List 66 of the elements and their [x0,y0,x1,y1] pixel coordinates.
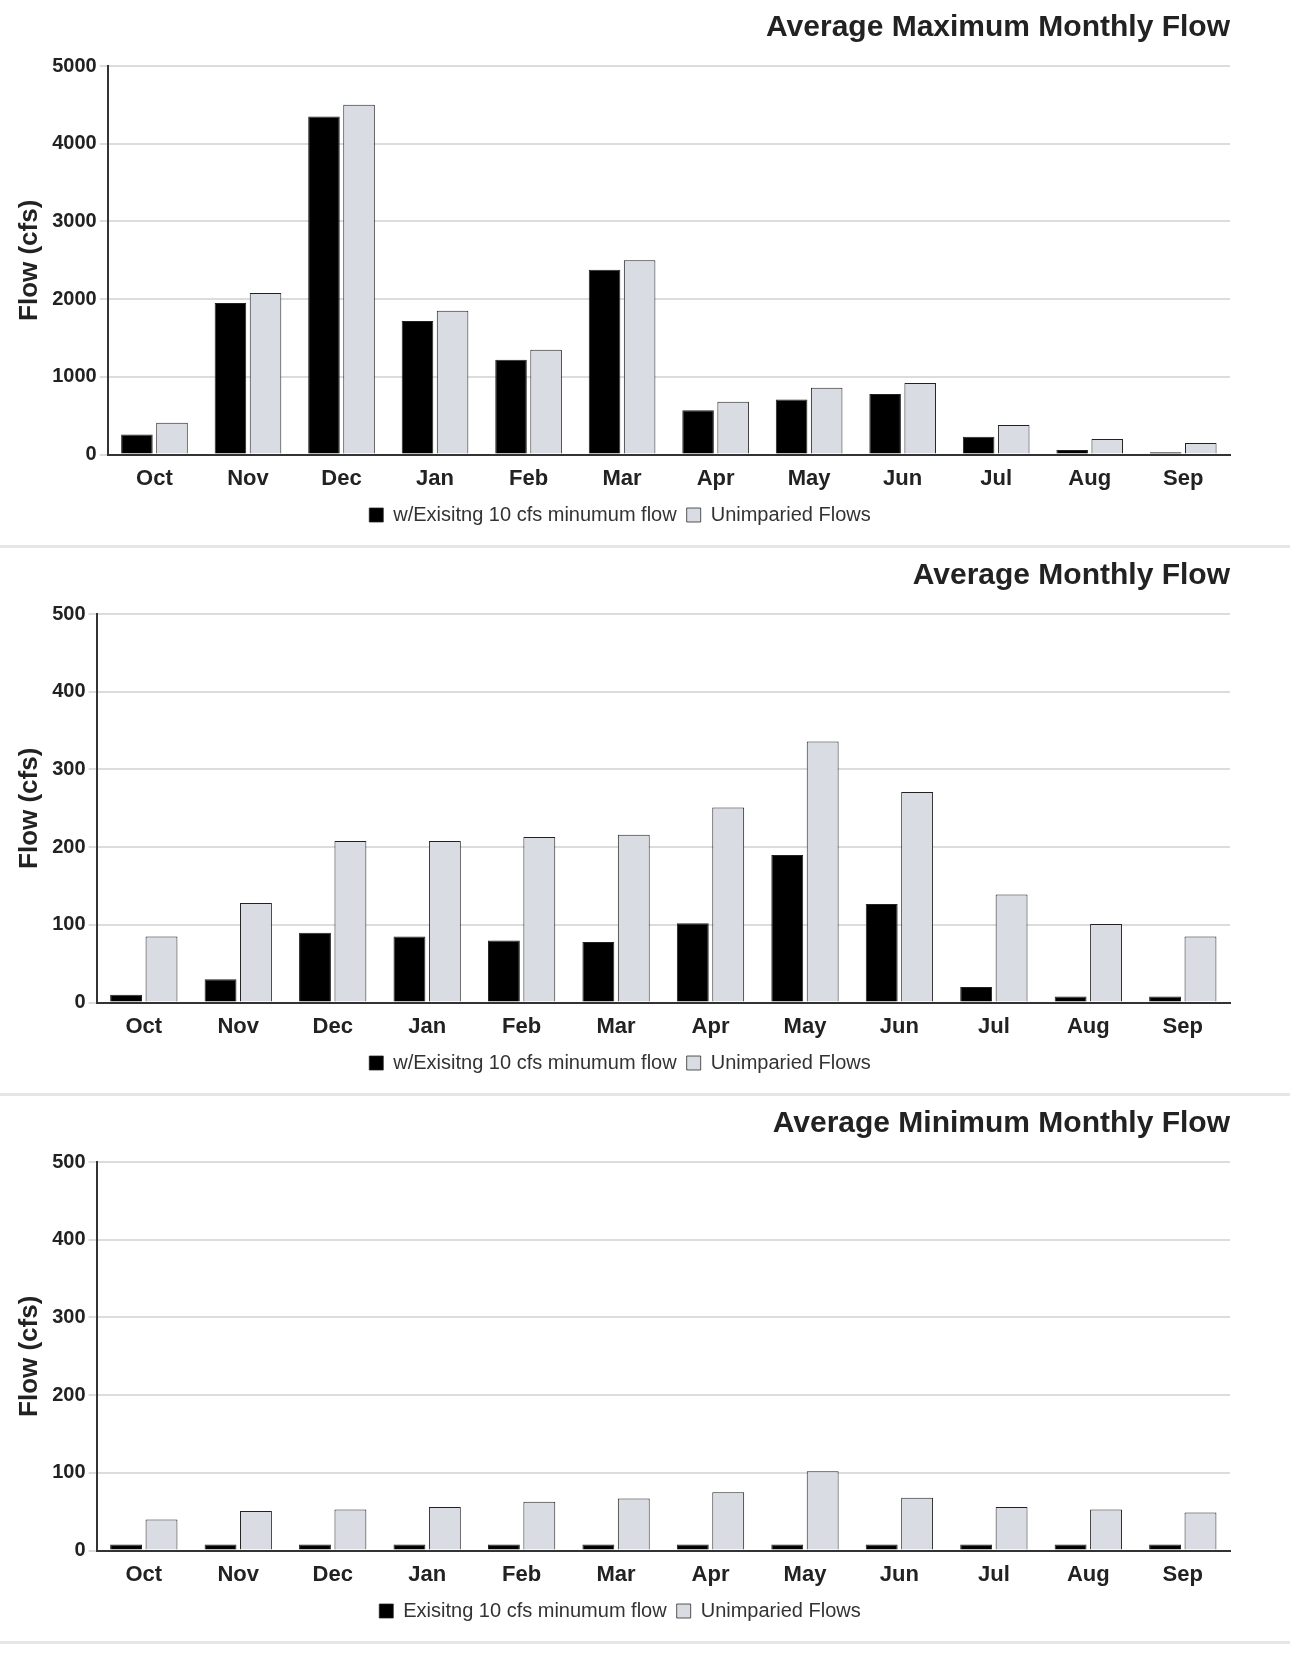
x-tick-label: Aug [1068,464,1112,490]
x-tick-label: Oct [125,1012,163,1038]
x-tick-label: Oct [125,1560,163,1586]
x-tick-label: Sep [1162,1012,1203,1038]
y-tick-label: 300 [52,756,86,779]
x-tick-label: Jul [977,1012,1010,1038]
x-tick-label: Mar [596,1012,637,1038]
x-tick-label: Jan [416,464,454,490]
y-axis-title: Flow (cfs) [12,1295,43,1417]
y-tick-label: 1000 [52,364,97,387]
y-tick-label: 400 [52,1227,86,1250]
y-tick-label: 200 [52,1382,86,1405]
y-tick-label: 0 [74,990,86,1013]
x-tick-label: Apr [691,1012,730,1038]
x-tick-label: Jan [408,1560,447,1586]
x-tick-label: Jun [879,1012,919,1038]
legend-label: Unimparied Flows [710,502,871,525]
x-tick-label: Jul [977,1560,1010,1586]
x-tick-label: Aug [1066,1012,1110,1038]
y-axis-title: Flow (cfs) [12,199,43,321]
x-tick-label: Apr [696,464,735,490]
y-tick-label: 100 [52,1460,86,1483]
x-tick-label: Nov [227,464,270,490]
x-tick-label: Dec [312,1560,353,1586]
y-tick-label: 4000 [52,131,97,154]
y-tick-label: 2000 [52,286,97,309]
chart-title: Average Minimum Monthly Flow [772,1105,1231,1139]
x-tick-label: Apr [691,1560,730,1586]
x-tick-label: May [783,1012,828,1038]
x-tick-label: Dec [312,1012,353,1038]
y-tick-label: 0 [85,442,97,465]
x-tick-label: Sep [1162,1560,1203,1586]
x-tick-label: Jun [883,464,923,490]
x-tick-label: Jul [980,464,1013,490]
x-tick-label: Aug [1066,1560,1110,1586]
x-tick-label: Jun [879,1560,919,1586]
x-tick-label: Mar [602,464,643,490]
chart-title: Average Monthly Flow [912,557,1231,591]
legend-label: Exisitng 10 cfs minumum flow [403,1598,668,1621]
y-tick-label: 0 [74,1538,86,1561]
y-tick-label: 400 [52,679,86,702]
y-tick-label: 500 [52,601,86,624]
x-tick-label: Nov [217,1012,260,1038]
x-tick-label: Dec [321,464,362,490]
y-tick-label: 5000 [52,53,97,76]
x-tick-label: Feb [502,1012,542,1038]
x-tick-label: Jan [408,1012,447,1038]
y-tick-label: 100 [52,912,86,935]
chart-title: Average Maximum Monthly Flow [766,9,1231,43]
y-tick-label: 500 [52,1149,86,1172]
y-tick-label: 200 [52,834,86,857]
x-tick-label: Sep [1163,464,1204,490]
legend-label: w/Exisitng 10 cfs minumum flow [392,1050,678,1073]
x-tick-label: Mar [596,1560,637,1586]
x-tick-label: Nov [217,1560,260,1586]
y-tick-label: 300 [52,1304,86,1327]
x-tick-label: May [787,464,832,490]
legend-label: Unimparied Flows [710,1050,871,1073]
legend-label: w/Exisitng 10 cfs minumum flow [392,502,678,525]
y-axis-title: Flow (cfs) [12,747,43,869]
x-tick-label: Feb [502,1560,542,1586]
y-tick-label: 3000 [52,208,97,231]
x-tick-label: Oct [136,464,174,490]
x-tick-label: Feb [509,464,549,490]
x-tick-label: May [783,1560,828,1586]
legend-label: Unimparied Flows [700,1598,861,1621]
